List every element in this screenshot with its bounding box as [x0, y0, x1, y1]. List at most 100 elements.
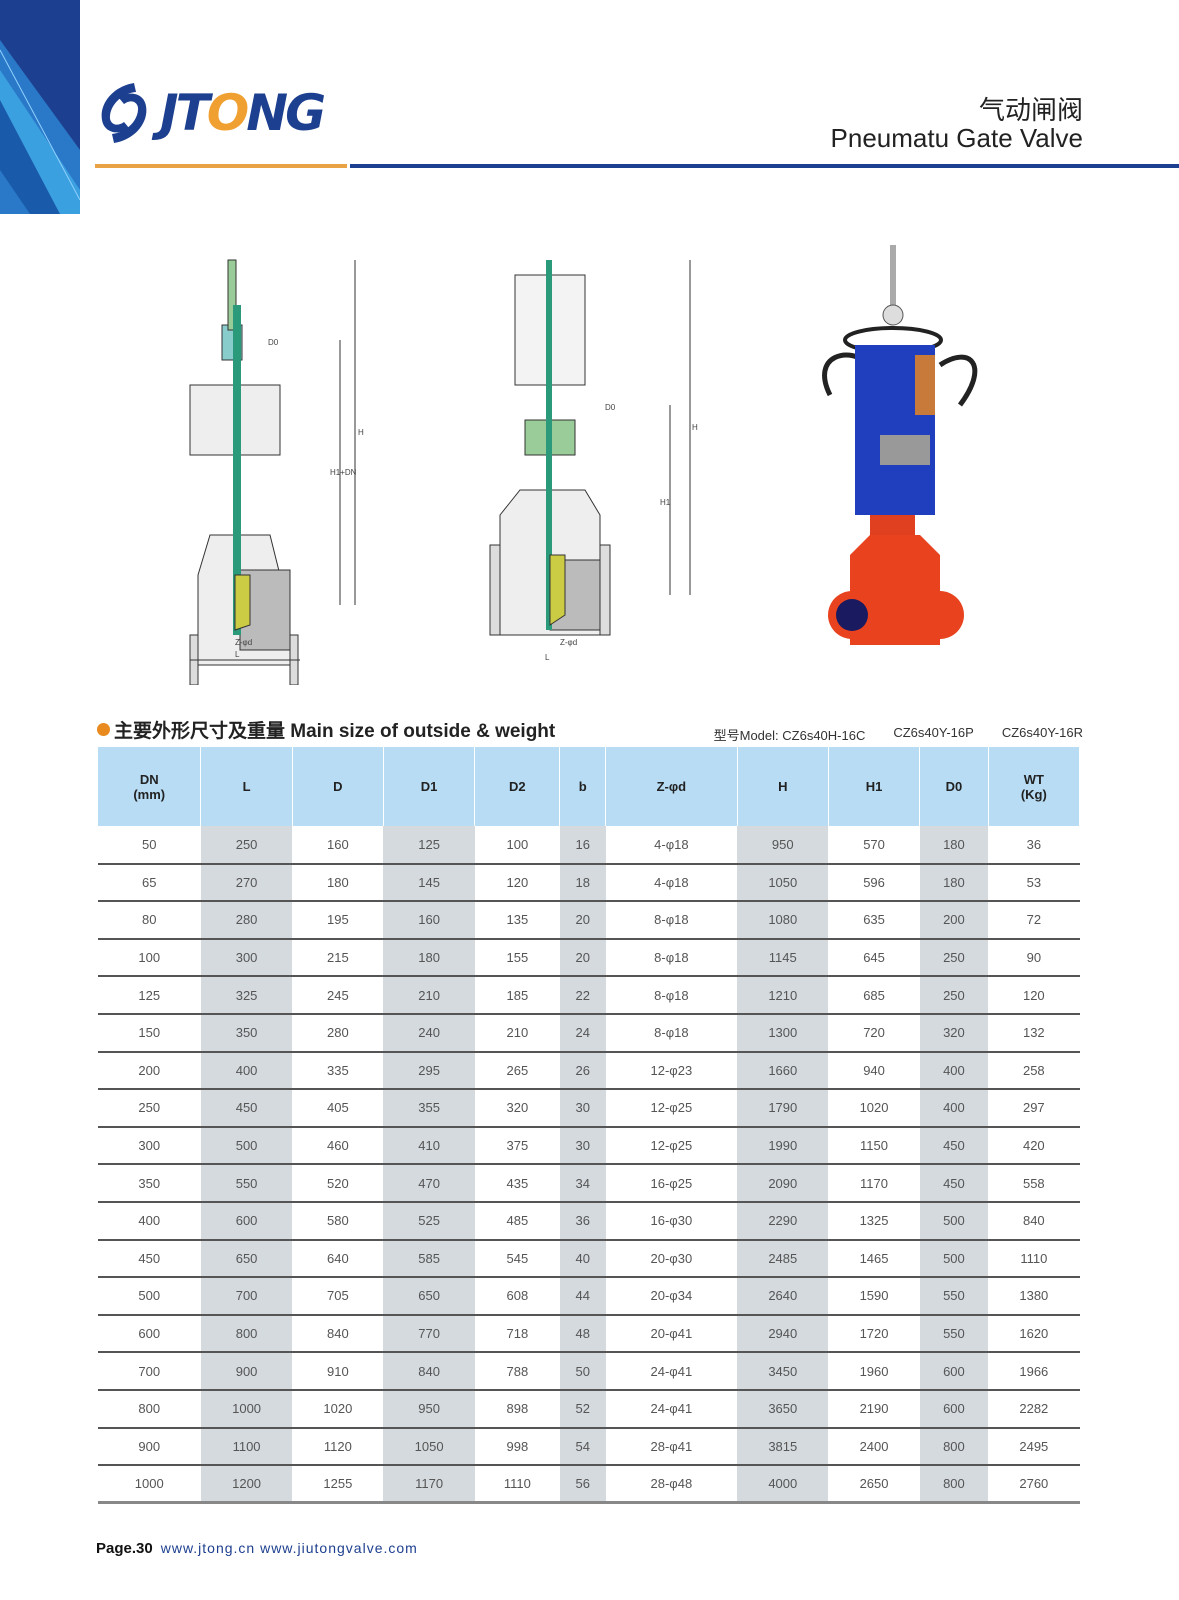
drawing-2 [489, 260, 691, 636]
table-cell: 1100 [200, 1427, 293, 1467]
table-row: 250 450 405 355 320 30 12-φ25 1790 1020 400 297 [97, 1089, 1080, 1128]
table-cell: 8-φ18 [605, 938, 738, 978]
table-cell: 8-φ18 [605, 901, 738, 940]
table-cell: 705 [292, 1277, 384, 1316]
table-cell: 545 [474, 1239, 560, 1279]
table-cell: 375 [474, 1126, 560, 1166]
table-cell: 600 [97, 1314, 201, 1354]
table-cell: 485 [474, 1201, 560, 1241]
table-cell: 1960 [828, 1352, 920, 1391]
corner-decoration [0, 0, 80, 214]
table-cell: 250 [200, 826, 293, 865]
website-links[interactable]: www.jtong.cn www.jiutongvalve.com [160, 1540, 418, 1556]
table-cell: 320 [474, 1089, 560, 1128]
table-cell: 1465 [828, 1239, 920, 1279]
table-cell: 400 [200, 1051, 293, 1091]
table-cell: 210 [474, 1013, 560, 1053]
table-cell: 435 [474, 1164, 560, 1203]
table-cell: 520 [292, 1164, 384, 1203]
table-cell: 125 [383, 826, 475, 865]
column-header-text: Z-φd [656, 779, 687, 794]
table-cell: 250 [97, 1089, 201, 1128]
table-cell: 300 [97, 1126, 201, 1166]
table-cell: 800 [97, 1389, 201, 1429]
logo-swirl-icon [101, 83, 147, 143]
table-cell: 52 [559, 1389, 606, 1429]
table-cell: 26 [559, 1051, 606, 1091]
table-cell: 400 [919, 1089, 989, 1128]
table-cell: 400 [919, 1051, 989, 1091]
table-cell: 280 [200, 901, 293, 940]
table-cell: 1300 [737, 1013, 829, 1053]
table-cell: 420 [988, 1126, 1080, 1166]
table-cell: 100 [474, 826, 560, 865]
table-cell: 28-φ48 [605, 1465, 738, 1505]
section-title-text: 主要外形尺寸及重量 Main size of outside & weight [114, 721, 556, 742]
table-cell: 8-φ18 [605, 976, 738, 1015]
table-cell: 1380 [988, 1277, 1080, 1316]
table-cell: 1590 [828, 1277, 920, 1316]
table-cell: 80 [97, 901, 201, 940]
table-cell: 20 [559, 938, 606, 978]
table-cell: 8-φ18 [605, 1013, 738, 1053]
table-cell: 135 [474, 901, 560, 940]
table-cell: 12-φ25 [605, 1126, 738, 1166]
page-title-cn: 气动闸阀 [978, 95, 1083, 125]
table-cell: 4000 [737, 1465, 829, 1505]
table-cell: 1210 [737, 976, 829, 1015]
table-cell: 1170 [828, 1164, 920, 1203]
table-cell: 500 [97, 1277, 201, 1316]
table-cell: 950 [383, 1389, 475, 1429]
table-row: 125 325 245 210 185 22 8-φ18 1210 685 250 120 [97, 976, 1080, 1015]
column-header: Z-φd [605, 747, 738, 826]
table-cell: 470 [383, 1164, 475, 1203]
table-cell: 2090 [737, 1164, 829, 1203]
table-cell: 405 [292, 1089, 384, 1128]
table-cell: 270 [200, 863, 293, 903]
table-cell: 998 [474, 1427, 560, 1467]
table-cell: 450 [97, 1239, 201, 1279]
table-cell: 450 [919, 1126, 989, 1166]
table-cell: 280 [292, 1013, 384, 1053]
valve-photo [822, 245, 978, 645]
table-cell: 650 [383, 1277, 475, 1316]
table-row: 500 700 705 650 608 44 20-φ34 2640 1590 550 1380 [97, 1277, 1080, 1316]
table-cell: 195 [292, 901, 384, 940]
table-cell: 18 [559, 863, 606, 903]
table-cell: 20-φ30 [605, 1239, 738, 1279]
table-cell: 580 [292, 1201, 384, 1241]
table-cell: 24-φ41 [605, 1389, 738, 1429]
table-cell: 400 [97, 1201, 201, 1241]
column-header-text: D2 [509, 779, 526, 794]
column-header-text: DN [139, 771, 159, 787]
table-cell: 12-φ23 [605, 1051, 738, 1091]
table-cell: 550 [919, 1314, 989, 1354]
table-cell: 645 [828, 938, 920, 978]
table-cell: 34 [559, 1164, 606, 1203]
table-cell: 910 [292, 1352, 384, 1391]
table-cell: 1720 [828, 1314, 920, 1354]
table-cell: 180 [292, 863, 384, 903]
table-cell: 640 [292, 1239, 384, 1279]
label-d0: D0 [268, 338, 279, 347]
table-cell: 120 [474, 863, 560, 903]
table-cell: 120 [988, 976, 1080, 1015]
table-row: 900 1100 1120 1050 998 54 28-φ41 3815 2400 800 249… [97, 1427, 1080, 1467]
table-cell: 1110 [474, 1465, 560, 1505]
table-cell: 685 [828, 976, 920, 1015]
label-l: L [545, 653, 550, 662]
table-cell: 155 [474, 938, 560, 978]
page-title-en: Pneumatu Gate Valve [830, 123, 1083, 153]
table-cell: 1620 [988, 1314, 1080, 1354]
header-rule-blue [350, 164, 1179, 168]
column-header: H [736, 747, 829, 826]
table-row: 700 900 910 840 788 50 24-φ41 3450 1960 600 1966 [97, 1352, 1080, 1391]
table-row: 450 650 640 585 545 40 20-φ30 2485 1465 500 1110 [97, 1239, 1080, 1279]
table-cell: 3450 [737, 1352, 829, 1391]
table-cell: 840 [292, 1314, 384, 1354]
column-header: D2 [474, 747, 561, 826]
table-cell: 160 [292, 826, 384, 865]
table-cell: 36 [559, 1201, 606, 1241]
table-cell: 1150 [828, 1126, 920, 1166]
table-cell: 20 [559, 901, 606, 940]
